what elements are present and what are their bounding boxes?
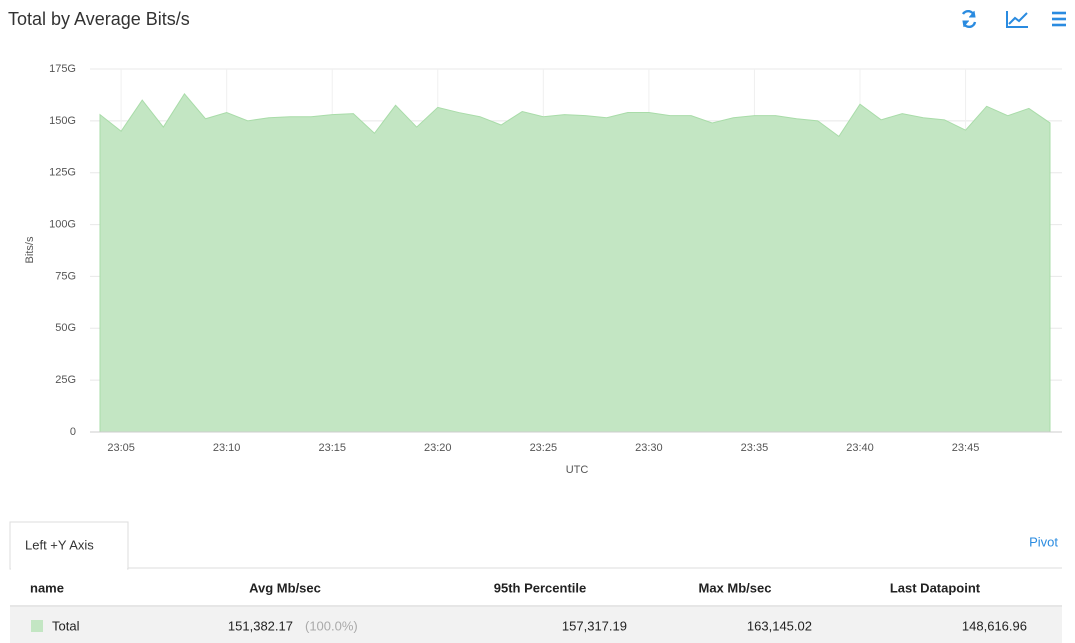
cell: 151,382.17 xyxy=(228,618,293,633)
header-cell: Last Datapoint xyxy=(890,580,981,595)
x-tick-label: 23:35 xyxy=(741,442,769,454)
menu-icon[interactable] xyxy=(1052,11,1066,27)
y-tick-label: 0 xyxy=(70,426,76,438)
header-cell: Max Mb/sec xyxy=(699,580,772,595)
row-bg xyxy=(10,607,1062,643)
legend-swatch xyxy=(31,620,43,632)
y-tick-label: 175G xyxy=(49,63,76,75)
header-cell: name xyxy=(30,580,64,595)
x-tick-label: 23:05 xyxy=(107,442,135,454)
header-cell: Avg Mb/sec xyxy=(249,580,321,595)
area xyxy=(99,93,1051,433)
cell: 157,317.19 xyxy=(562,618,627,633)
tab-label[interactable]: Left +Y Axis xyxy=(25,537,94,552)
x-tick-label: 23:20 xyxy=(424,442,452,454)
y-tick-label: 25G xyxy=(55,374,76,386)
pivot-link[interactable]: Pivot xyxy=(1029,534,1058,549)
y-tick-label: 75G xyxy=(55,270,76,282)
plot: 0 25G 50G 75G 100G 125G 150G 175G 23:05 23:10 23:1… xyxy=(49,63,1062,454)
tab-gap xyxy=(11,567,127,570)
x-tick-label: 23:45 xyxy=(952,442,980,454)
x-tick-label: 23:10 xyxy=(213,442,241,454)
y-tick-label: 100G xyxy=(49,218,76,230)
x-tick-label: 23:25 xyxy=(530,442,558,454)
cell: 163,145.02 xyxy=(747,618,812,633)
chart-type-icon[interactable] xyxy=(1006,11,1028,28)
cell: 148,616.96 xyxy=(962,618,1027,633)
refresh-icon[interactable] xyxy=(961,9,977,29)
tab[interactable] xyxy=(9,521,129,570)
x-tick-label: 23:40 xyxy=(846,442,874,454)
x-axis-label: UTC xyxy=(566,464,589,476)
y-tick-label: 125G xyxy=(49,167,76,179)
x-tick-label: 23:30 xyxy=(635,442,663,454)
header-cell: 95th Percentile xyxy=(494,580,587,595)
y-axis-label: Bits/s xyxy=(24,236,36,263)
y-tick-label: 50G xyxy=(55,322,76,334)
y-tick-label: 150G xyxy=(49,115,76,127)
panel-title: Total by Average Bits/s xyxy=(8,9,190,29)
cell: (100.0%) xyxy=(305,618,358,633)
x-tick-label: 23:15 xyxy=(318,442,346,454)
cell: Total xyxy=(52,618,80,633)
